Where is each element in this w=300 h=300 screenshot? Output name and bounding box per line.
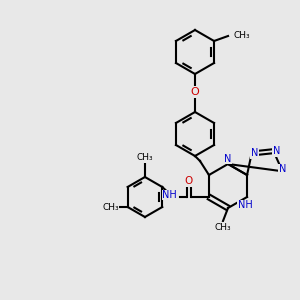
Text: N: N <box>251 148 258 158</box>
Text: CH₃: CH₃ <box>215 223 231 232</box>
Text: N: N <box>224 154 232 164</box>
Text: N: N <box>273 146 280 156</box>
Text: N: N <box>279 164 286 174</box>
Text: O: O <box>185 176 193 186</box>
Text: CH₃: CH₃ <box>136 154 153 163</box>
Text: CH₃: CH₃ <box>102 202 119 211</box>
Text: O: O <box>190 87 200 97</box>
Text: NH: NH <box>238 200 252 210</box>
Text: CH₃: CH₃ <box>233 32 250 40</box>
Text: NH: NH <box>162 190 177 200</box>
